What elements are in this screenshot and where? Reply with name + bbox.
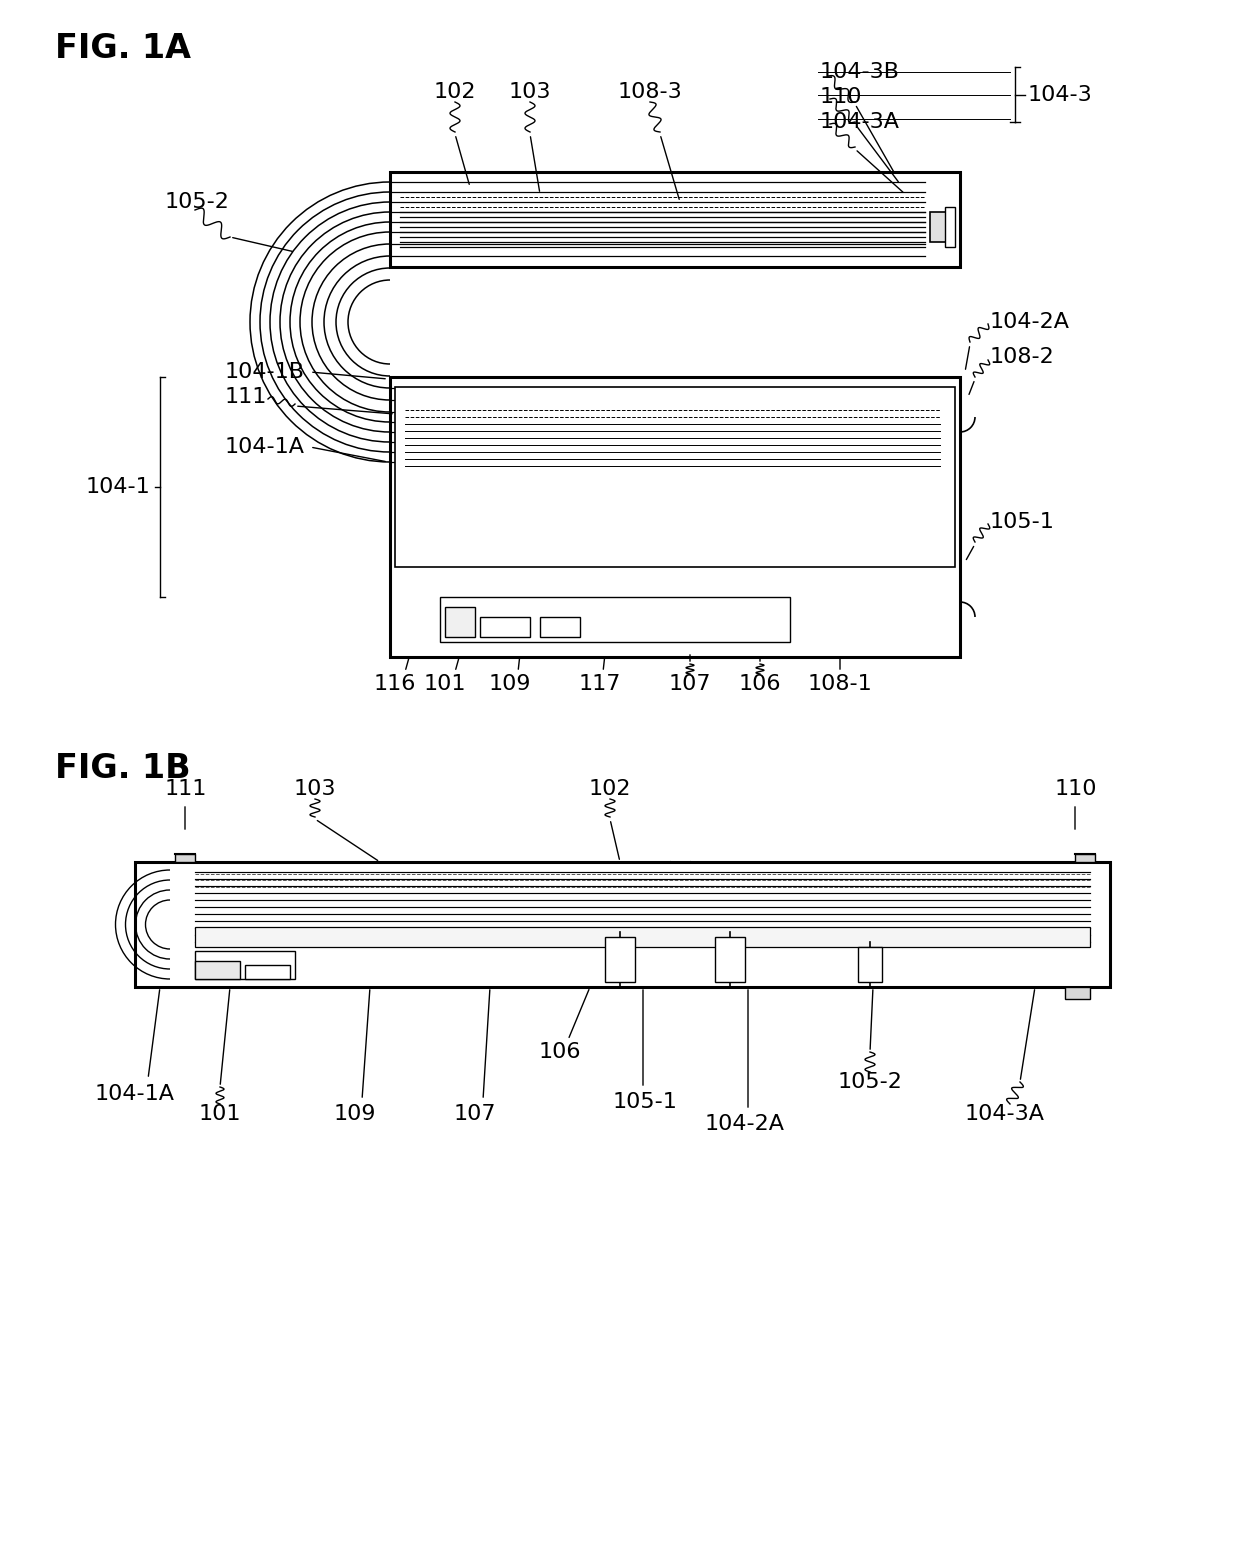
Text: 104-2A: 104-2A — [990, 312, 1070, 333]
Bar — [858, 947, 882, 982]
Text: 108-1: 108-1 — [807, 673, 873, 694]
Text: 102: 102 — [434, 81, 476, 102]
Bar — [195, 951, 295, 979]
Text: 117: 117 — [579, 673, 621, 694]
Text: 108-3: 108-3 — [618, 81, 682, 102]
Bar — [175, 854, 195, 862]
Text: 109: 109 — [334, 1104, 376, 1125]
Text: 104-1: 104-1 — [86, 476, 150, 497]
Bar — [135, 862, 1110, 987]
Text: 116: 116 — [373, 673, 417, 694]
Text: 104-1A: 104-1A — [95, 1084, 175, 1104]
Text: 102: 102 — [589, 779, 631, 800]
Bar — [715, 937, 745, 982]
Text: 104-3A: 104-3A — [820, 112, 900, 133]
Text: 104-3A: 104-3A — [965, 1104, 1045, 1125]
Bar — [605, 937, 635, 982]
Bar — [396, 387, 955, 567]
Text: 104-3: 104-3 — [1028, 84, 1092, 105]
Text: 103: 103 — [508, 81, 552, 102]
Text: 104-3B: 104-3B — [820, 62, 900, 81]
Text: FIG. 1B: FIG. 1B — [55, 751, 191, 786]
Bar — [945, 208, 955, 247]
Text: 101: 101 — [424, 673, 466, 694]
Bar — [246, 965, 290, 979]
Text: 105-2: 105-2 — [837, 1072, 903, 1092]
Bar — [480, 617, 529, 637]
Text: 110: 110 — [820, 87, 863, 108]
Bar — [195, 926, 1090, 947]
Text: 104-2A: 104-2A — [706, 1114, 785, 1134]
Bar — [539, 617, 580, 637]
Text: FIG. 1A: FIG. 1A — [55, 31, 191, 66]
Bar — [930, 212, 950, 242]
Text: 104-1B: 104-1B — [224, 362, 305, 383]
Text: 104-1A: 104-1A — [224, 437, 305, 458]
Text: 108-2: 108-2 — [990, 347, 1055, 367]
Text: 105-1: 105-1 — [613, 1092, 677, 1112]
Text: 106: 106 — [739, 673, 781, 694]
Bar — [1075, 854, 1095, 862]
Text: 111: 111 — [165, 779, 207, 800]
Text: 105-2: 105-2 — [165, 192, 229, 212]
Text: 110: 110 — [1055, 779, 1097, 800]
Bar — [445, 608, 475, 637]
Text: 106: 106 — [538, 1042, 582, 1062]
Bar — [440, 597, 790, 642]
Bar — [391, 172, 960, 267]
Bar — [391, 376, 960, 658]
Text: 101: 101 — [198, 1104, 242, 1125]
Text: 107: 107 — [668, 673, 712, 694]
Text: 107: 107 — [454, 1104, 496, 1125]
Text: 103: 103 — [294, 779, 336, 800]
Bar — [195, 961, 241, 979]
Text: 105-1: 105-1 — [990, 512, 1055, 533]
Text: 111: 111 — [224, 387, 268, 408]
Bar — [1065, 987, 1090, 1000]
Text: 109: 109 — [489, 673, 531, 694]
